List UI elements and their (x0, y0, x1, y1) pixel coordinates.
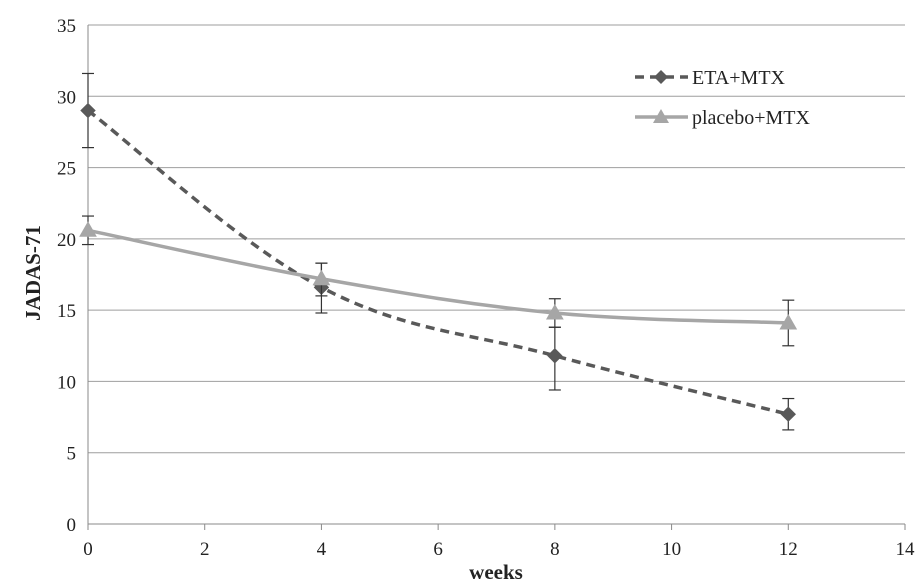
x-tick-2: 2 (200, 539, 210, 560)
series-layer (79, 72, 798, 431)
x-tick-8: 8 (550, 539, 560, 560)
y-tick-35: 35 (57, 16, 76, 37)
y-tick-0: 0 (67, 515, 77, 536)
legend-marker-placebo-mtx (653, 109, 669, 123)
x-tick-14: 14 (896, 539, 916, 560)
x-tick-0: 0 (83, 539, 93, 560)
series-placebo-mtx (79, 215, 798, 347)
y-tick-10: 10 (57, 372, 76, 393)
x-tick-6: 6 (433, 539, 443, 560)
axes (87, 25, 906, 530)
y-tick-15: 15 (57, 301, 76, 322)
point-eta-mtx-0 (80, 102, 96, 119)
legend-label-placebo-mtx: placebo+MTX (692, 107, 810, 129)
x-tick-10: 10 (662, 539, 681, 560)
point-eta-mtx-8 (547, 348, 563, 364)
point-eta-mtx-12 (780, 406, 796, 422)
point-placebo-mtx-4 (312, 269, 331, 286)
x-tick-4: 4 (317, 539, 327, 560)
y-tick-30: 30 (57, 87, 76, 108)
y-tick-labels: 0 5 10 15 20 25 30 35 (57, 16, 76, 536)
y-tick-20: 20 (57, 230, 76, 251)
point-placebo-mtx-8 (545, 303, 564, 320)
legend-item-eta-mtx: ETA+MTX (635, 67, 786, 89)
series-line-placebo-mtx (87, 228, 789, 325)
x-tick-labels: 0 2 4 6 8 10 12 14 (83, 539, 915, 560)
legend-item-placebo-mtx: placebo+MTX (635, 107, 810, 129)
y-axis-label: JADAS-71 (21, 225, 45, 321)
legend: ETA+MTX placebo+MTX (635, 67, 810, 129)
legend-label-eta-mtx: ETA+MTX (692, 67, 786, 89)
gridlines (88, 24, 905, 454)
point-placebo-mtx-12 (779, 313, 798, 330)
point-placebo-mtx-0 (79, 221, 97, 237)
x-axis-label: weeks (469, 560, 523, 582)
legend-marker-eta-mtx (654, 70, 668, 84)
x-tick-12: 12 (779, 539, 798, 560)
series-line-eta-mtx (86, 109, 789, 416)
y-tick-25: 25 (57, 159, 76, 180)
y-tick-5: 5 (67, 444, 77, 465)
